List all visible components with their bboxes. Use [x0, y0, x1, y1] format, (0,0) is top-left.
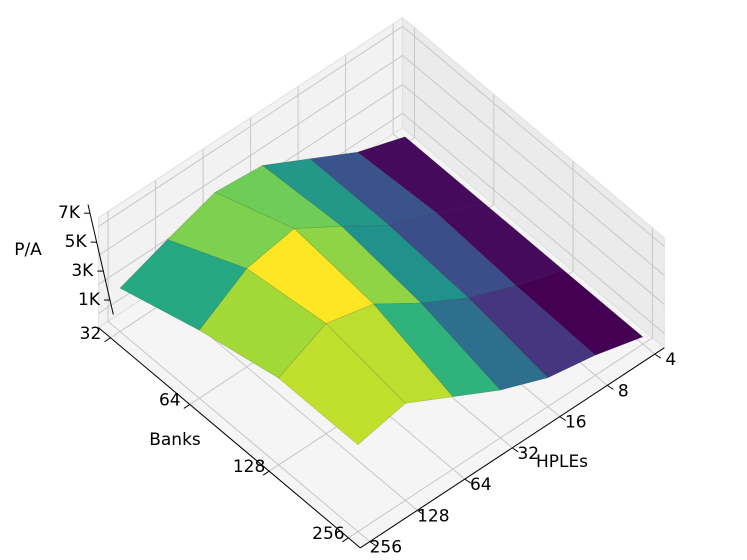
x-axis-label: Banks [149, 430, 201, 450]
x-tick [104, 337, 111, 343]
x-tick [183, 404, 191, 409]
z-axis-line [87, 204, 114, 315]
y-tick [559, 416, 567, 422]
y-axis-label: HPLEs [536, 452, 588, 472]
grid-line [402, 112, 665, 334]
y-axis-line [360, 347, 665, 549]
z-tick-label: 5K [65, 232, 88, 252]
x-tick-label: 256 [312, 524, 344, 544]
y-tick [369, 541, 377, 547]
y-tick-label: 64 [470, 475, 492, 495]
grid-line [98, 54, 403, 256]
x-tick-label: 32 [80, 324, 102, 344]
x-axis-line [98, 327, 361, 549]
y-tick-label: 128 [417, 506, 449, 526]
grid-line [402, 54, 665, 276]
grid-line [98, 26, 403, 227]
z-tick-label: 3K [71, 261, 94, 281]
y-tick [512, 447, 519, 453]
grid-line [107, 321, 371, 542]
z-axis-label: P/A [14, 240, 42, 260]
y-tick-label: 4 [665, 350, 676, 370]
y-tick-label: 256 [370, 538, 402, 558]
y-tick-label: 32 [517, 444, 539, 464]
y-tick-label: 16 [565, 413, 587, 433]
x-tick-label: 128 [233, 457, 265, 477]
y-tick [417, 509, 424, 515]
x-tick [262, 470, 270, 476]
y-tick-label: 8 [618, 381, 629, 401]
grid-line [348, 337, 653, 539]
z-tick-label: 7K [58, 203, 81, 223]
x-tick-label: 64 [159, 390, 181, 410]
grid-line [402, 26, 665, 247]
grid-line [402, 83, 665, 305]
y-tick [654, 353, 662, 359]
z-tick-label: 1K [78, 290, 101, 310]
y-tick [607, 384, 614, 390]
x-tick [342, 537, 349, 543]
y-tick [464, 478, 472, 484]
surface-face [278, 323, 406, 446]
